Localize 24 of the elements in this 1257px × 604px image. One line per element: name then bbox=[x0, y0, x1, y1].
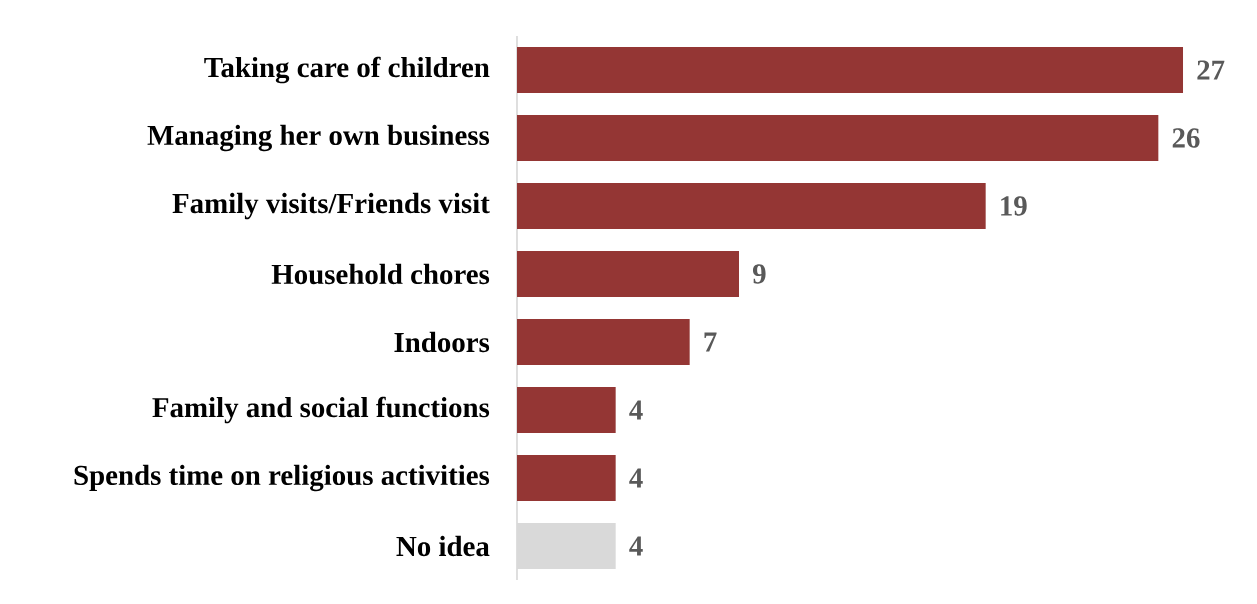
data-label: 19 bbox=[1001, 196, 1027, 216]
bar bbox=[517, 455, 616, 502]
y-tick-label: Managing her own business bbox=[147, 124, 490, 152]
data-label: 4 bbox=[629, 400, 643, 420]
bar bbox=[517, 251, 739, 298]
y-tick-label: No idea bbox=[396, 535, 490, 557]
data-label: 26 bbox=[1172, 128, 1200, 148]
bar bbox=[517, 47, 1184, 94]
y-tick-label: Indoors bbox=[394, 331, 490, 353]
bar bbox=[517, 319, 690, 366]
bar bbox=[517, 115, 1159, 162]
bar bbox=[517, 183, 986, 230]
y-tick-label: Family visits/Friends visit bbox=[172, 192, 490, 220]
y-tick-label: Family and social functions bbox=[152, 396, 490, 424]
y-tick-label: Spends time on religious activities bbox=[74, 464, 490, 492]
y-tick-label: Taking care of children bbox=[204, 56, 490, 84]
y-tick-label: Household chores bbox=[271, 263, 490, 285]
data-label: 4 bbox=[629, 468, 643, 488]
bar bbox=[517, 387, 616, 434]
data-label: 7 bbox=[704, 332, 717, 352]
data-label: 9 bbox=[752, 264, 766, 284]
bar bbox=[517, 523, 616, 570]
data-label: 4 bbox=[629, 536, 643, 556]
data-label: 27 bbox=[1197, 60, 1225, 80]
